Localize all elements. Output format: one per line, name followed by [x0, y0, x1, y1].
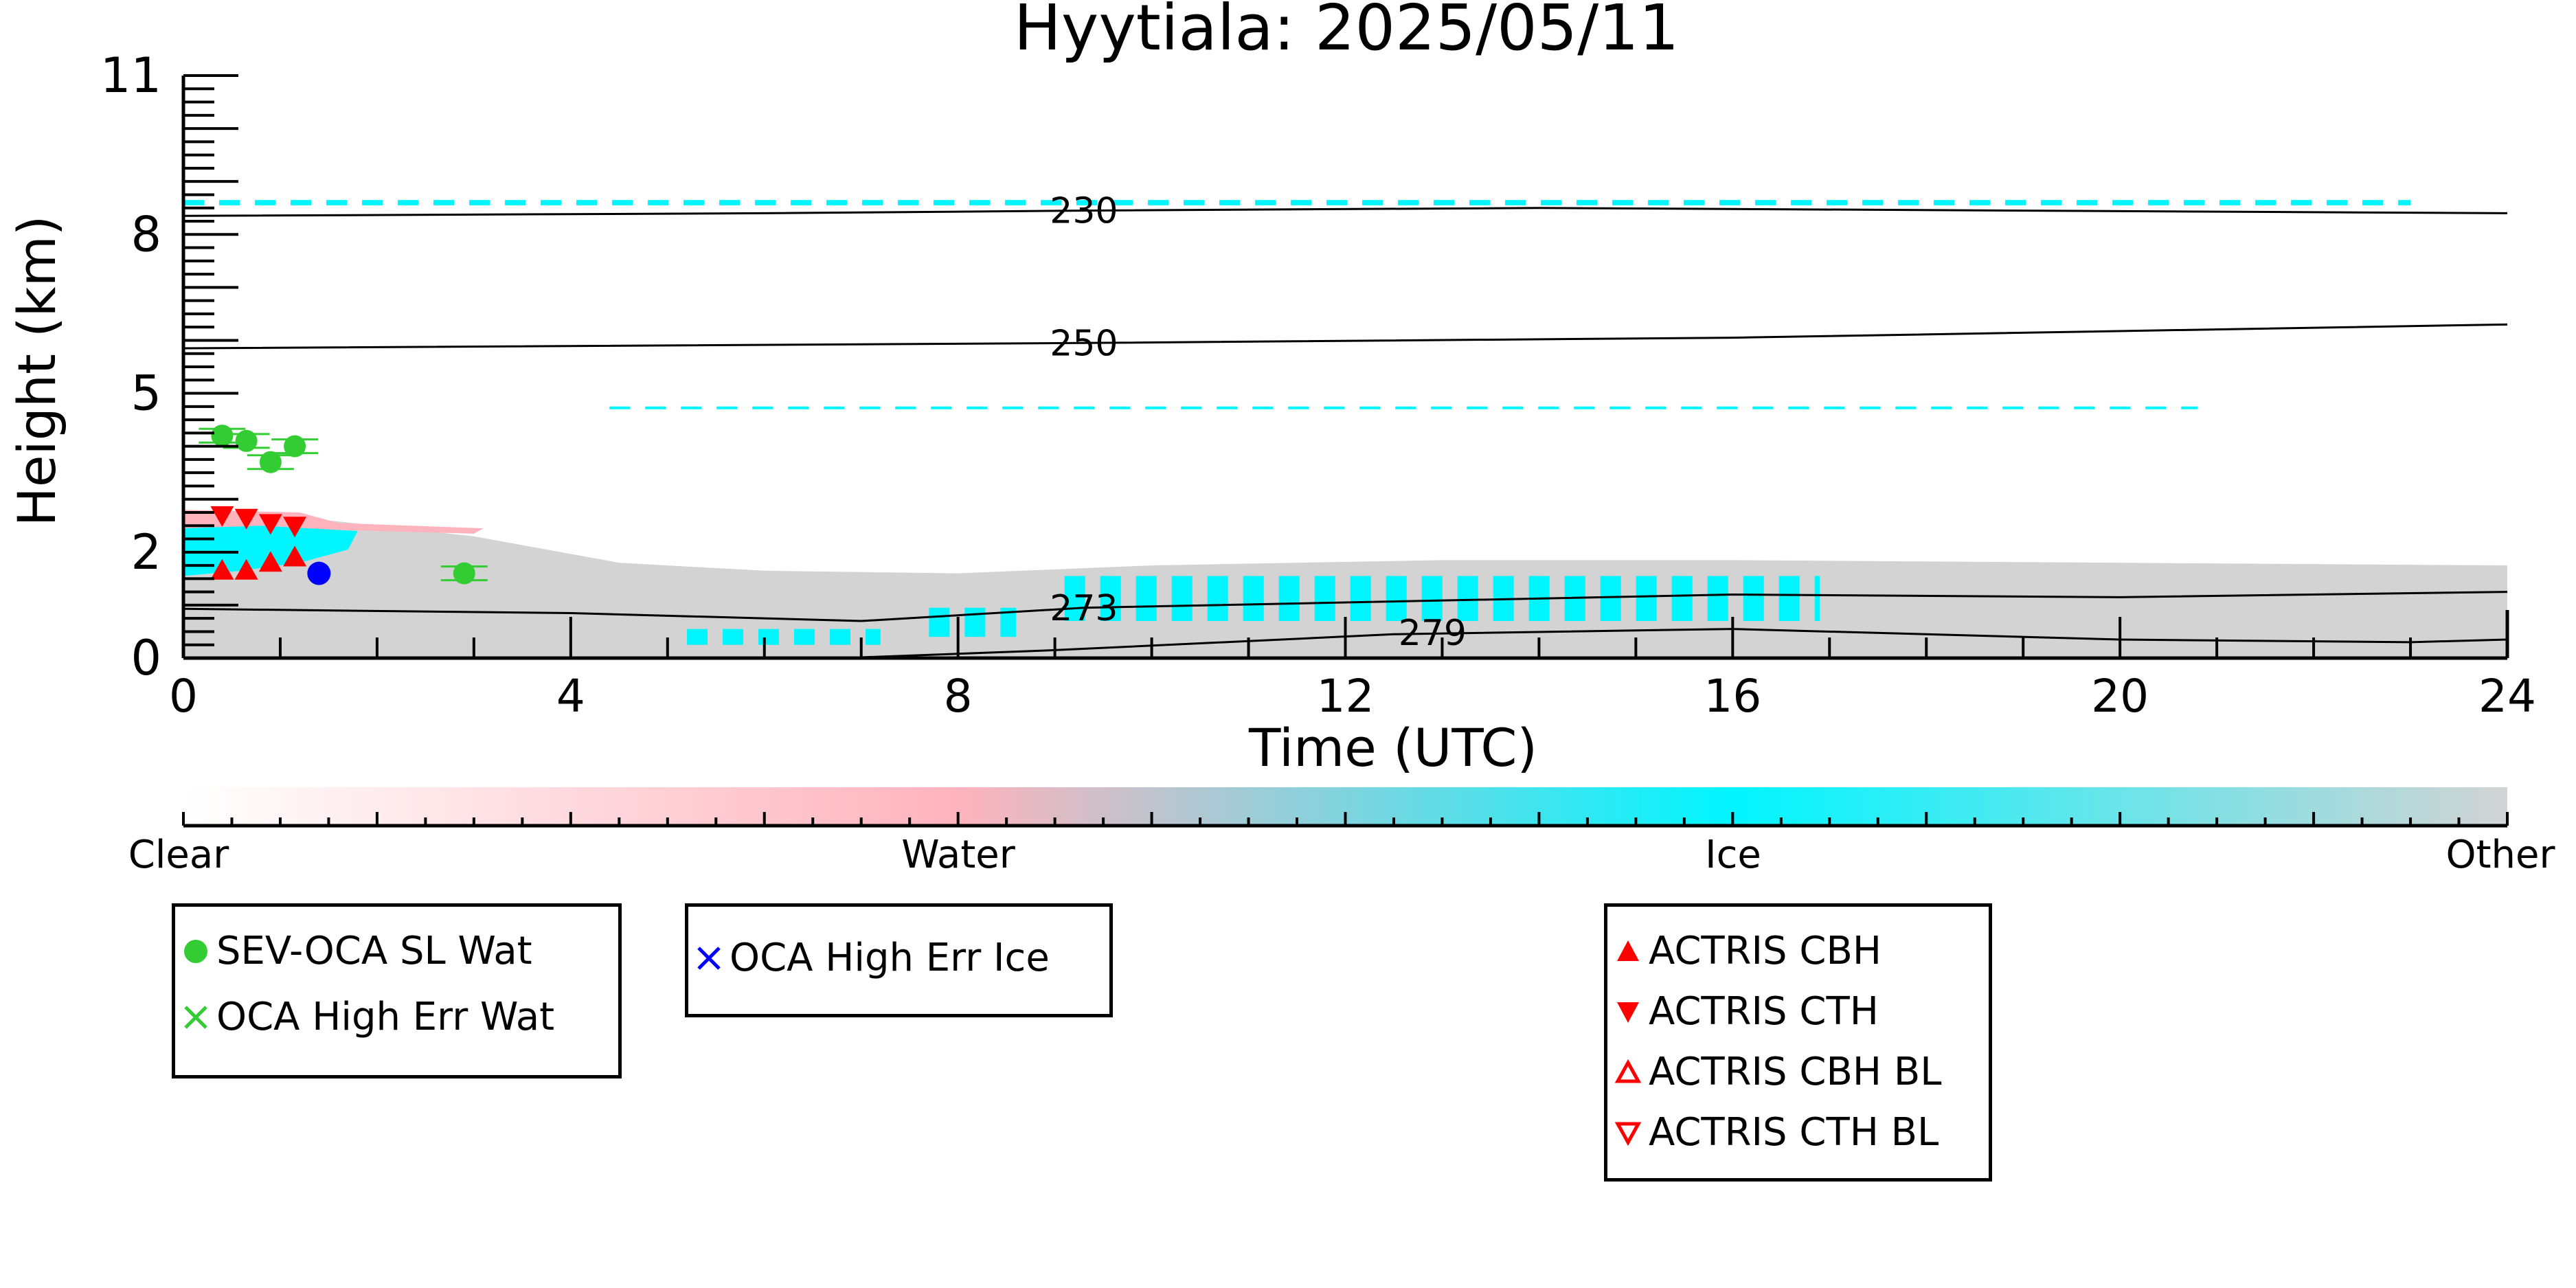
classification-region-other	[183, 515, 2507, 658]
marker-actris-cth	[258, 514, 282, 535]
colorbar-label-clear: Clear	[128, 833, 229, 877]
triangle-down-filled-icon	[1607, 998, 1649, 1026]
legend-actris: ACTRIS CBH ACTRIS CTH ACTRIS CBH BL ACTR…	[1604, 903, 1992, 1182]
colorbar-ticks	[182, 812, 2509, 826]
legend-item: OCA High Err Ice	[688, 936, 1050, 980]
colorbar-label-other: Other	[2445, 833, 2555, 877]
triangle-down-open-icon	[1607, 1119, 1649, 1146]
y-tick-label: 5	[131, 365, 161, 422]
contour-label-279: 279	[1399, 613, 1467, 654]
legend-label: ACTRIS CBH BL	[1649, 1050, 1942, 1094]
marker-sev-oca-sl-wat	[235, 429, 258, 452]
contour-label-250: 250	[1050, 323, 1118, 364]
marker-sev-oca-sl-wat	[284, 435, 306, 457]
triangle-up-open-icon	[1607, 1059, 1649, 1086]
contour-line-250	[183, 323, 2508, 350]
x-tick-label: 12	[1317, 670, 1375, 723]
axes: 0 4 8 12 16 20 24 0 2 5 8 11	[100, 47, 2536, 723]
colorbar-label-water: Water	[901, 833, 1016, 877]
legend-item: OCA High Err Wat	[175, 995, 554, 1039]
y-tick-label: 0	[131, 630, 161, 686]
colorbar: Clear Water Ice Other	[128, 787, 2555, 877]
colorbar-label-ice: Ice	[1705, 833, 1761, 877]
temperature-contours: 230 250 273 279	[183, 191, 2508, 659]
x-axis-label: Time (UTC)	[1248, 717, 1537, 778]
legend-item: ACTRIS CTH	[1607, 989, 1879, 1034]
marker-sev-oca-sl-wat	[211, 425, 234, 447]
data-markers	[199, 425, 488, 585]
marker-actris-cbh	[234, 558, 258, 580]
marker-actris-cth	[210, 506, 234, 527]
contour-line-230	[183, 207, 2508, 217]
triangle-up-filled-icon	[1607, 938, 1649, 965]
plot-area: 230 250 273 279 0 4 8 12 16 20 24 0 2 5 8 11	[100, 47, 2536, 723]
marker-oca-high-err-ice	[307, 561, 331, 585]
marker-actris-cbh	[258, 551, 282, 572]
classification-layer	[183, 200, 2507, 658]
x-tick-label: 24	[2478, 670, 2536, 723]
x-tick-label: 20	[2091, 670, 2149, 723]
legend-label: ACTRIS CTH BL	[1649, 1110, 1939, 1155]
chart-title: Hyytiala: 2025/05/11	[1014, 0, 1680, 65]
legend-label: OCA High Err Wat	[216, 995, 555, 1039]
legend-oca-ice: OCA High Err Ice	[685, 903, 1113, 1017]
x-tick-label: 8	[944, 670, 973, 723]
legend-label: SEV-OCA SL Wat	[216, 929, 532, 973]
circle-marker-icon	[175, 938, 216, 965]
marker-actris-cbh	[283, 545, 307, 567]
marker-sev-oca-sl-wat	[453, 562, 475, 585]
classification-region-ice	[183, 526, 358, 576]
legend-label: ACTRIS CBH	[1649, 929, 1882, 973]
marker-actris-cth	[283, 517, 307, 538]
y-axis-label: Height (km)	[6, 216, 67, 527]
contour-label-230: 230	[1050, 191, 1118, 232]
contour-line-273	[183, 591, 2508, 622]
y-tick-label: 8	[131, 206, 161, 262]
x-tick-label: 4	[556, 670, 585, 723]
x-tick-label: 0	[169, 670, 198, 723]
classification-region-water	[183, 510, 484, 545]
x-marker-icon	[688, 945, 730, 972]
marker-actris-cth	[234, 508, 258, 530]
x-tick-label: 16	[1704, 670, 1761, 723]
legend-item: ACTRIS CBH	[1607, 929, 1882, 973]
legend-oca-water: SEV-OCA SL Wat OCA High Err Wat	[172, 903, 622, 1078]
y-tick-label: 11	[100, 47, 161, 104]
marker-sev-oca-sl-wat	[259, 451, 282, 473]
legend-label: OCA High Err Ice	[730, 936, 1050, 980]
x-marker-icon	[175, 1004, 216, 1031]
legend-item: ACTRIS CTH BL	[1607, 1110, 1939, 1155]
contour-label-273: 273	[1050, 588, 1118, 629]
legend-item: ACTRIS CBH BL	[1607, 1050, 1941, 1094]
legend-label: ACTRIS CTH	[1649, 989, 1879, 1034]
legend-item: SEV-OCA SL Wat	[175, 929, 532, 973]
marker-actris-cbh	[210, 558, 234, 580]
y-tick-label: 2	[131, 524, 161, 580]
